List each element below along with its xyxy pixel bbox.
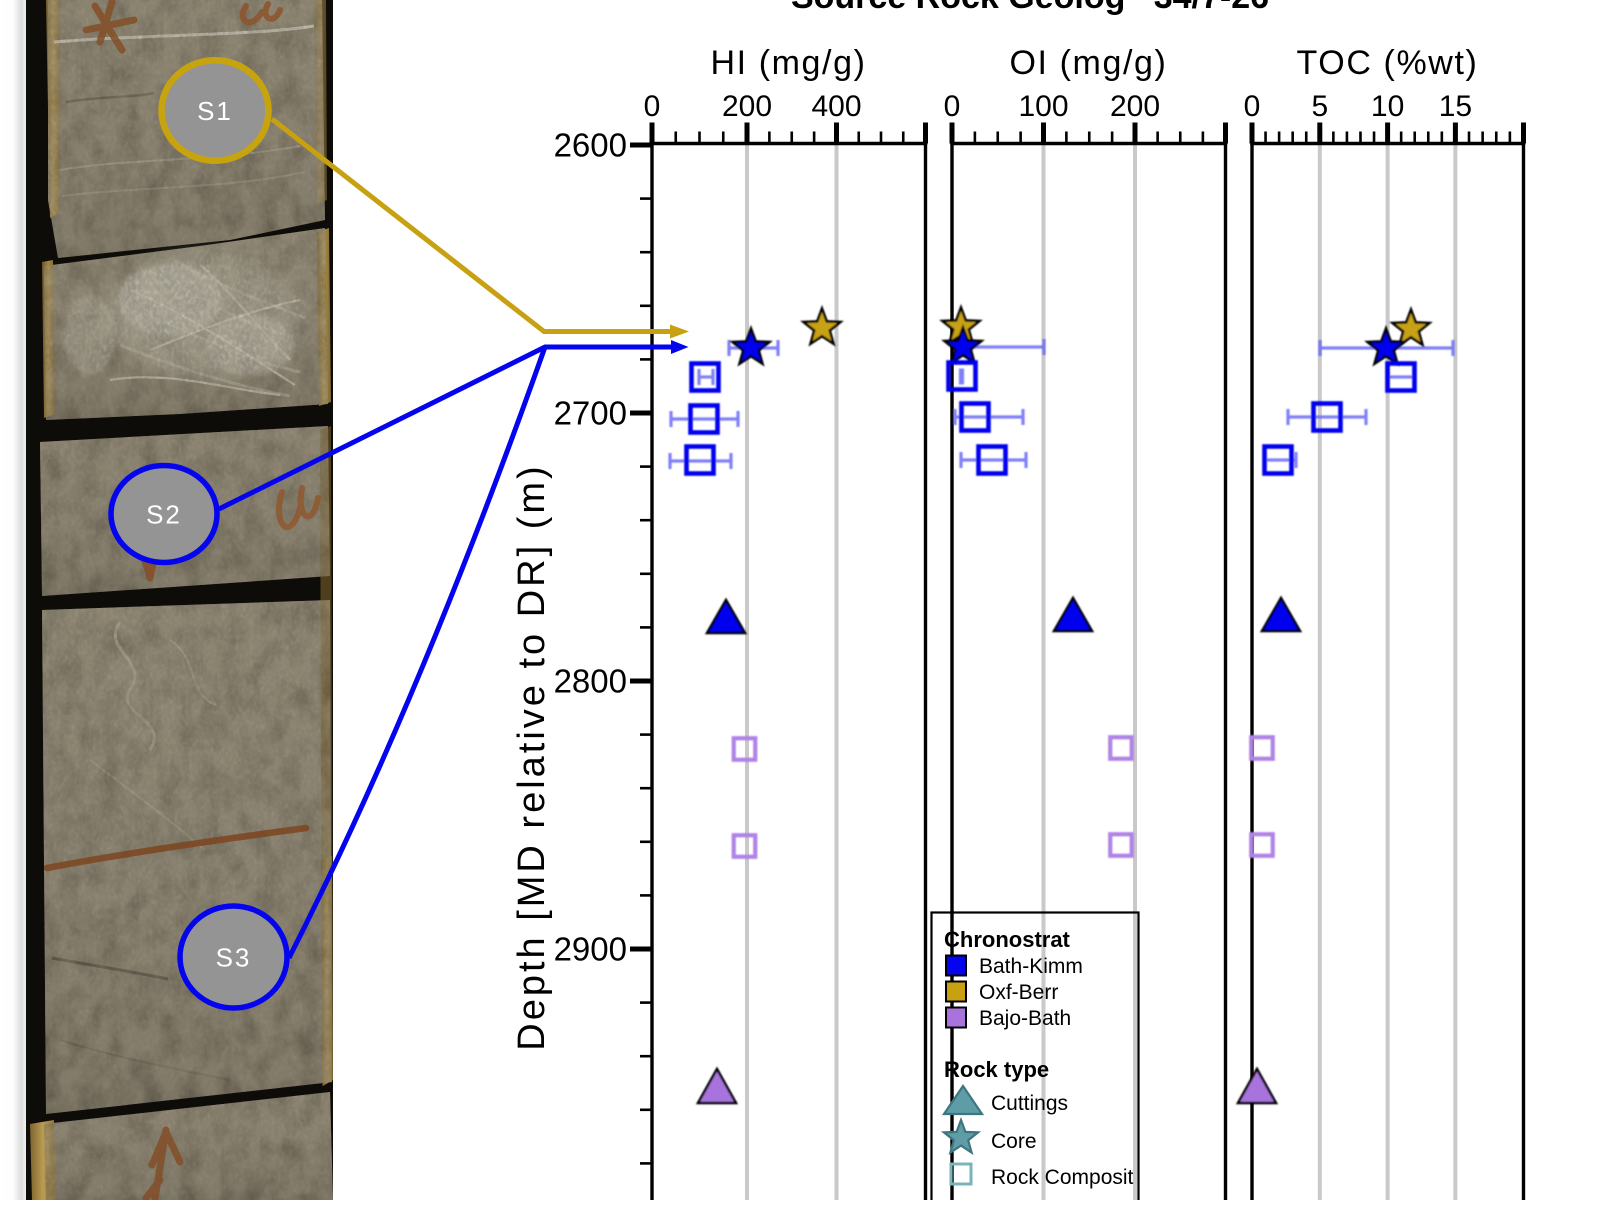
svg-text:2800: 2800	[554, 663, 627, 700]
svg-text:100: 100	[1018, 90, 1068, 123]
svg-text:Bath-Kimm: Bath-Kimm	[979, 955, 1083, 978]
svg-text:HI (mg/g): HI (mg/g)	[710, 44, 866, 82]
svg-text:15: 15	[1439, 90, 1472, 123]
svg-text:0: 0	[944, 90, 961, 123]
svg-text:Depth [MD relative to DR] (m): Depth [MD relative to DR] (m)	[511, 463, 553, 1050]
svg-text:Core: Core	[991, 1130, 1037, 1153]
svg-text:2600: 2600	[554, 127, 627, 164]
svg-text:2900: 2900	[554, 931, 627, 968]
svg-text:S3: S3	[216, 943, 252, 973]
svg-text:S1: S1	[197, 96, 233, 126]
svg-text:400: 400	[811, 90, 861, 123]
svg-text:TOC (%wt): TOC (%wt)	[1297, 44, 1479, 82]
svg-text:2700: 2700	[554, 395, 627, 432]
svg-text:S2: S2	[146, 500, 182, 530]
svg-text:0: 0	[1244, 90, 1261, 123]
svg-text:Source Rock Geolog 34/7-26: Source Rock Geolog 34/7-26	[791, 0, 1269, 16]
svg-text:0: 0	[644, 90, 661, 123]
svg-text:OI (mg/g): OI (mg/g)	[1010, 44, 1168, 82]
svg-text:200: 200	[722, 90, 772, 123]
svg-text:Rock Composit: Rock Composit	[991, 1166, 1134, 1189]
svg-text:Oxf-Berr: Oxf-Berr	[979, 981, 1058, 1004]
svg-text:Bajo-Bath: Bajo-Bath	[979, 1007, 1071, 1030]
svg-text:5: 5	[1311, 90, 1328, 123]
svg-text:200: 200	[1110, 90, 1160, 123]
svg-text:Chronostrat: Chronostrat	[944, 927, 1071, 952]
svg-text:Rock type: Rock type	[944, 1057, 1049, 1082]
svg-text:10: 10	[1371, 90, 1404, 123]
svg-text:Cuttings: Cuttings	[991, 1092, 1068, 1115]
